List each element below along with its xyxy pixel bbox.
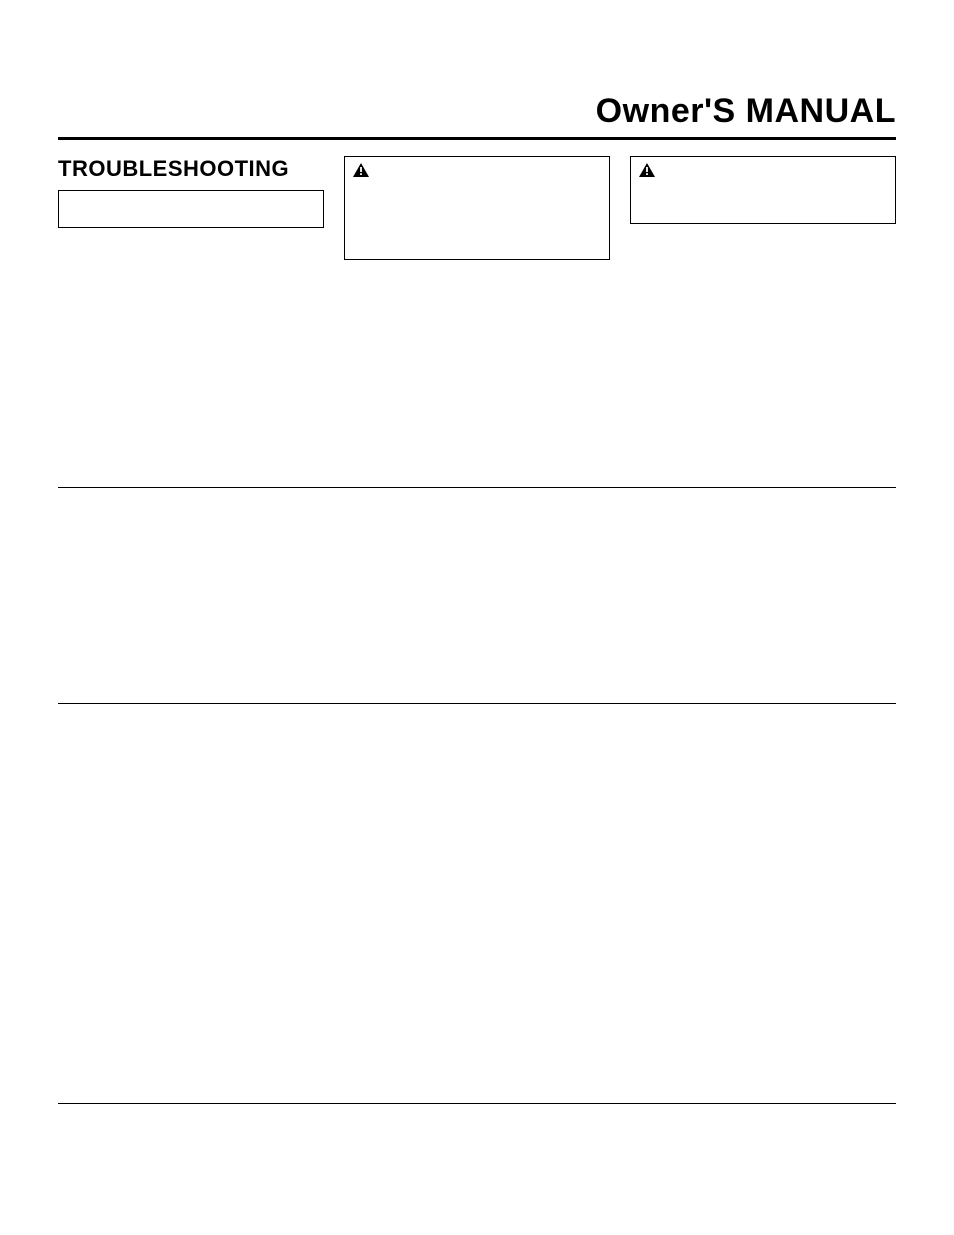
warning-icon [639, 163, 655, 177]
table-cell [58, 703, 268, 1103]
table-col-0 [58, 282, 268, 292]
table-cell [58, 488, 268, 703]
col-right [630, 156, 896, 224]
col-mid [344, 156, 610, 260]
table-cell [268, 488, 578, 703]
warning-2-header [639, 163, 887, 177]
table-col-1 [268, 282, 578, 292]
table-col-2 [578, 282, 896, 292]
col-left: TROUBLESHOOTING [58, 156, 324, 228]
troubleshooting-table-wrap [58, 282, 896, 1104]
table-cell [578, 488, 896, 703]
table-body [58, 292, 896, 1104]
warning-icon [353, 163, 369, 177]
upper-row: TROUBLESHOOTING [58, 156, 896, 260]
note-box [58, 190, 324, 228]
table-cell [578, 292, 896, 487]
title-rule [58, 137, 896, 140]
table-header-row [58, 282, 896, 292]
table-row [58, 488, 896, 703]
table-row [58, 292, 896, 487]
table-cell [578, 703, 896, 1103]
table-cell [268, 292, 578, 487]
page-container: Owner'S MANUAL TROUBLESHOOTING [58, 0, 896, 1235]
warning-1-header [353, 163, 601, 177]
warning-box-2 [630, 156, 896, 224]
warning-box-1 [344, 156, 610, 260]
table-rule [58, 1103, 896, 1104]
table-cell [268, 703, 578, 1103]
section-heading: TROUBLESHOOTING [58, 156, 324, 182]
table-cell [58, 292, 268, 487]
table-row [58, 703, 896, 1103]
page-title: Owner'S MANUAL [58, 92, 896, 131]
troubleshooting-table [58, 282, 896, 1104]
